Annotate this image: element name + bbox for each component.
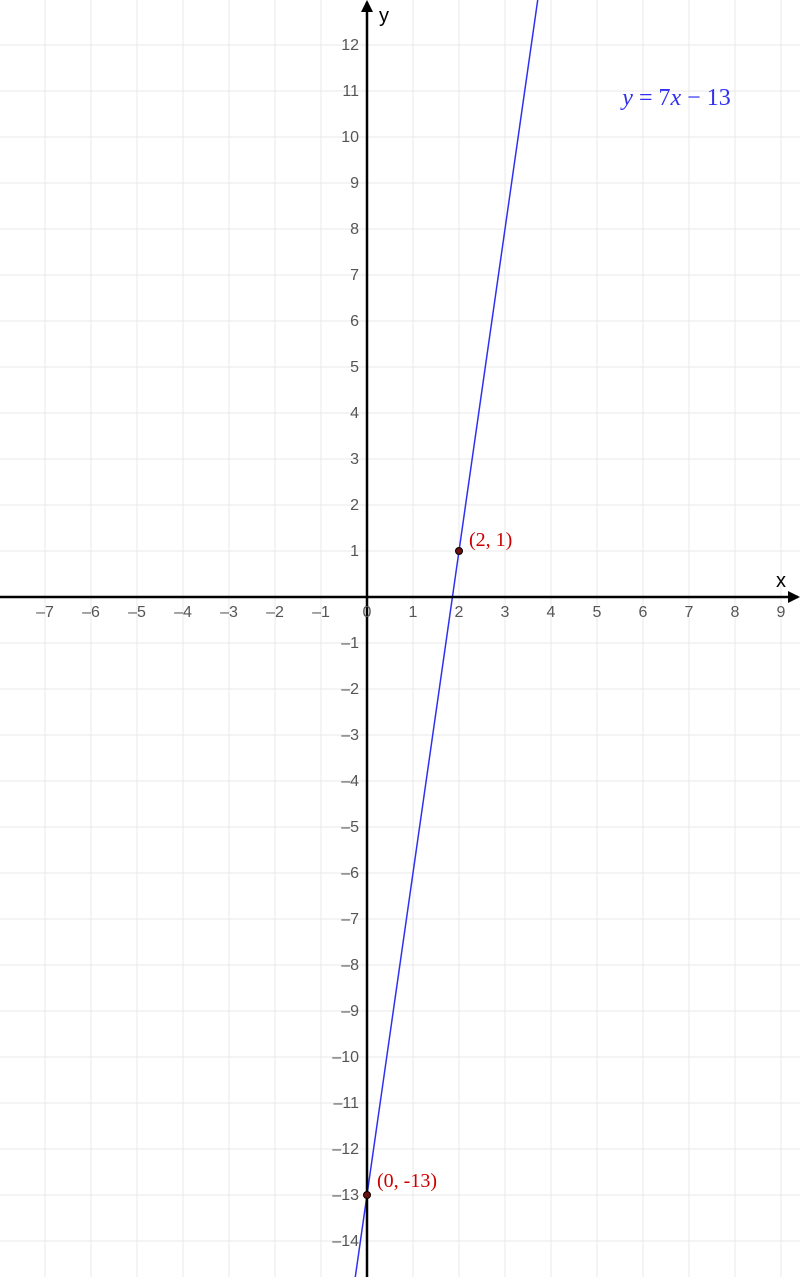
y-tick-label: –7 [341, 911, 359, 928]
chart-background [0, 0, 800, 1277]
point-label: (0, -13) [377, 1170, 437, 1192]
y-tick-label: –11 [333, 1095, 359, 1112]
equation-label: y = 7x − 13 [620, 85, 730, 111]
x-tick-label: 2 [455, 604, 464, 621]
x-tick-label: 4 [547, 604, 556, 621]
y-tick-label: 3 [350, 451, 359, 468]
y-tick-label: 4 [350, 405, 359, 422]
x-tick-label: 6 [639, 604, 648, 621]
x-tick-label: –4 [174, 604, 192, 621]
y-tick-label: 9 [350, 175, 359, 192]
chart-container: { "chart": { "type": "line", "dimensions… [0, 0, 800, 1277]
x-tick-label: –1 [312, 604, 330, 621]
y-tick-label: –14 [332, 1233, 359, 1250]
y-tick-label: 11 [342, 83, 359, 100]
y-tick-label: 10 [341, 129, 359, 146]
y-tick-label: –1 [341, 635, 359, 652]
y-tick-label: –9 [341, 1003, 359, 1020]
plotted-point [456, 548, 463, 555]
y-tick-label: –8 [341, 957, 359, 974]
y-tick-label: –3 [341, 727, 359, 744]
x-tick-label: 3 [501, 604, 510, 621]
y-tick-label: 2 [350, 497, 359, 514]
y-tick-label: 6 [350, 313, 359, 330]
plotted-point [364, 1192, 371, 1199]
x-tick-label: 0 [363, 604, 372, 621]
x-axis-label: x [776, 570, 786, 592]
x-tick-label: 5 [593, 604, 602, 621]
x-tick-label: –3 [220, 604, 238, 621]
x-tick-label: 1 [409, 604, 418, 621]
y-tick-label: 7 [350, 267, 359, 284]
y-tick-label: –4 [341, 773, 359, 790]
y-tick-label: –13 [332, 1187, 359, 1204]
x-tick-label: –6 [82, 604, 100, 621]
y-axis-label: y [379, 5, 389, 27]
x-tick-label: –5 [128, 604, 146, 621]
y-tick-label: 1 [350, 543, 359, 560]
y-tick-label: 8 [350, 221, 359, 238]
x-tick-label: 9 [777, 604, 786, 621]
x-tick-label: 7 [685, 604, 694, 621]
y-tick-label: –5 [341, 819, 359, 836]
x-tick-label: –2 [266, 604, 284, 621]
y-tick-label: –2 [341, 681, 359, 698]
y-tick-label: –12 [332, 1141, 359, 1158]
x-tick-label: –7 [36, 604, 54, 621]
x-tick-label: 8 [731, 604, 740, 621]
point-label: (2, 1) [469, 529, 512, 551]
y-tick-label: 12 [341, 37, 359, 54]
y-tick-label: –6 [341, 865, 359, 882]
y-tick-label: 5 [350, 359, 359, 376]
coordinate-plane: –7–6–5–4–3–2–10123456789–14–13–12–11–10–… [0, 0, 800, 1277]
y-tick-label: –10 [332, 1049, 359, 1066]
